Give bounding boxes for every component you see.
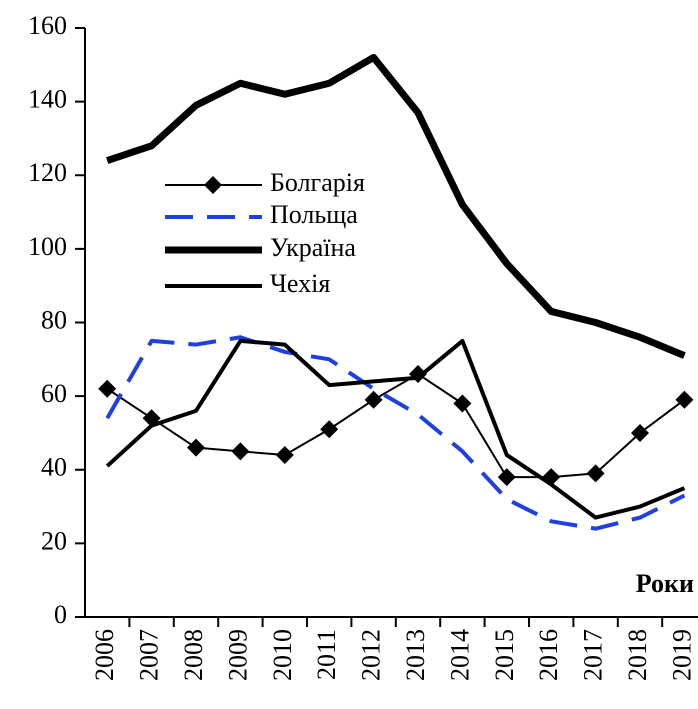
y-tick-label: 60 [41,379,67,408]
x-tick-label: 2016 [534,629,563,681]
x-tick-label: 2013 [401,629,430,681]
legend-label: Болгарія [270,168,365,197]
x-tick-label: 2019 [667,629,696,681]
marker [631,423,649,442]
x-tick-label: 2012 [357,629,386,681]
marker [320,420,339,439]
legend-marker [204,176,222,194]
x-tick-label: 2017 [579,629,608,681]
marker [231,442,250,461]
legend-label: Чехія [270,269,330,298]
marker [675,390,694,409]
marker [453,394,472,413]
y-tick-label: 140 [28,85,67,114]
y-tick-label: 100 [28,232,67,261]
x-tick-label: 2018 [623,629,652,681]
y-tick-label: 40 [41,453,67,482]
y-tick-label: 80 [41,305,67,334]
x-tick-label: 2010 [268,629,297,681]
marker [364,390,383,409]
x-tick-label: 2007 [135,629,164,681]
marker [586,464,605,483]
x-tick-label: 2006 [90,629,119,681]
x-tick-label: 2011 [312,629,341,680]
marker [275,446,294,465]
marker [497,468,516,487]
legend-label: Польща [270,200,358,229]
y-tick-label: 120 [28,158,67,187]
y-tick-label: 0 [54,600,67,629]
y-tick-label: 20 [41,526,67,555]
x-tick-label: 2009 [223,629,252,681]
series-line [105,338,686,520]
series-line [106,53,686,359]
legend-label: Україна [270,233,356,262]
series-line [105,335,686,531]
marker [98,379,117,398]
y-tick-label: 160 [28,11,67,40]
x-tick-label: 2008 [179,629,208,681]
series-line [106,373,685,479]
x-axis-label: Роки [636,569,694,598]
x-tick-label: 2015 [490,629,519,681]
marker [187,438,205,457]
x-tick-label: 2014 [445,629,474,681]
